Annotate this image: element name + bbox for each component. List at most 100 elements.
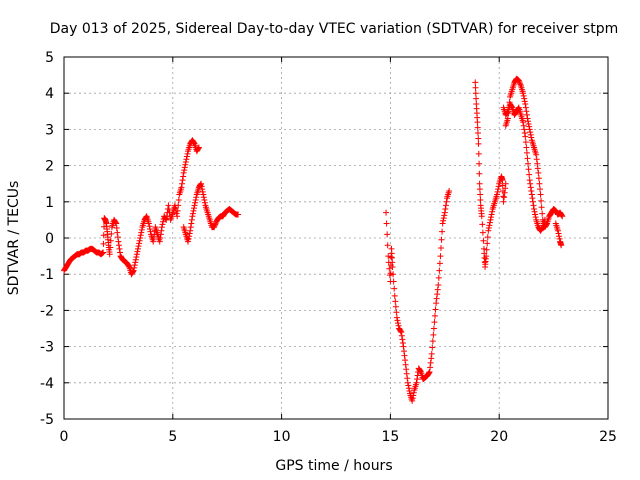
data-point: [174, 213, 181, 220]
data-point: [115, 238, 122, 245]
data-point: [495, 183, 502, 190]
data-point: [392, 298, 399, 305]
data-point: [534, 160, 541, 167]
data-point: [138, 226, 145, 233]
data-point: [522, 139, 529, 146]
x-tick-label: 20: [490, 429, 508, 445]
data-point: [235, 211, 242, 218]
data-point: [433, 300, 440, 307]
data-point: [435, 274, 442, 281]
data-point: [522, 101, 529, 108]
data-point: [187, 227, 194, 234]
data-point: [556, 235, 563, 242]
data-point: [527, 180, 534, 187]
data-point: [541, 216, 548, 223]
data-point: [426, 368, 433, 375]
data-point: [160, 218, 167, 225]
data-point: [100, 232, 107, 239]
y-tick-label: -4: [40, 376, 54, 392]
x-tick-label: 0: [60, 429, 69, 445]
data-point: [485, 227, 492, 234]
data-point: [186, 230, 193, 237]
data-point: [159, 221, 166, 228]
data-point: [182, 158, 189, 165]
data-point: [502, 185, 509, 192]
data-point: [185, 238, 192, 245]
data-point: [138, 229, 145, 236]
data-point: [523, 149, 530, 156]
data-point: [426, 369, 433, 376]
data-point: [130, 268, 137, 275]
data-point: [486, 219, 493, 226]
data-point: [434, 291, 441, 298]
data-point: [136, 237, 143, 244]
data-point: [201, 199, 208, 206]
data-point: [115, 242, 122, 249]
data-point: [413, 379, 420, 386]
y-tick-label: 4: [45, 86, 54, 102]
data-point: [100, 240, 107, 247]
data-point: [430, 325, 437, 332]
data-point: [474, 124, 481, 131]
data-point: [446, 187, 453, 194]
data-point: [530, 202, 537, 209]
data-point: [157, 231, 164, 238]
data-point: [535, 175, 542, 182]
data-point: [499, 177, 506, 184]
data-point: [188, 220, 195, 227]
data-point: [428, 355, 435, 362]
data-point: [390, 271, 397, 278]
data-point: [191, 139, 198, 146]
data-point: [429, 344, 436, 351]
data-points: [61, 75, 566, 404]
data-point: [475, 150, 482, 157]
data-point: [479, 221, 486, 228]
data-point: [401, 348, 407, 355]
data-point: [532, 211, 539, 218]
data-point: [189, 210, 196, 217]
data-point: [198, 180, 205, 187]
data-point: [521, 130, 528, 137]
data-point: [211, 222, 218, 229]
data-point: [504, 109, 511, 116]
data-point: [404, 379, 411, 386]
data-point: [432, 306, 439, 313]
data-point: [395, 322, 402, 329]
data-point: [521, 95, 528, 102]
data-point: [477, 191, 484, 198]
data-point: [133, 251, 140, 258]
data-point: [431, 319, 438, 326]
data-point: [442, 206, 449, 213]
data-point: [525, 166, 532, 173]
data-point: [212, 221, 219, 228]
data-point: [520, 90, 527, 97]
data-point: [502, 180, 509, 187]
data-point: [117, 249, 124, 256]
data-point: [479, 229, 486, 236]
data-point: [406, 387, 413, 394]
data-point: [476, 180, 483, 187]
data-point: [434, 286, 441, 293]
data-point: [399, 339, 406, 346]
data-point: [528, 134, 535, 141]
data-point: [131, 264, 138, 271]
data-point: [488, 214, 495, 221]
data-point: [526, 177, 533, 184]
data-point: [198, 183, 205, 190]
data-point: [409, 395, 416, 402]
data-point: [537, 191, 544, 198]
data-point: [504, 115, 511, 122]
data-point: [388, 254, 395, 261]
data-point: [146, 223, 153, 230]
y-tick-labels: -5 -4 -3 -2 -1 0 1 2 3 4 5: [40, 50, 54, 428]
data-point: [525, 160, 532, 167]
data-point: [131, 262, 138, 269]
data-point: [495, 186, 502, 193]
data-point: [476, 186, 483, 193]
data-point: [401, 352, 408, 359]
data-point: [137, 235, 144, 241]
data-point: [183, 153, 190, 160]
x-tick-label: 25: [599, 429, 617, 445]
y-tick-label: 3: [45, 122, 54, 138]
